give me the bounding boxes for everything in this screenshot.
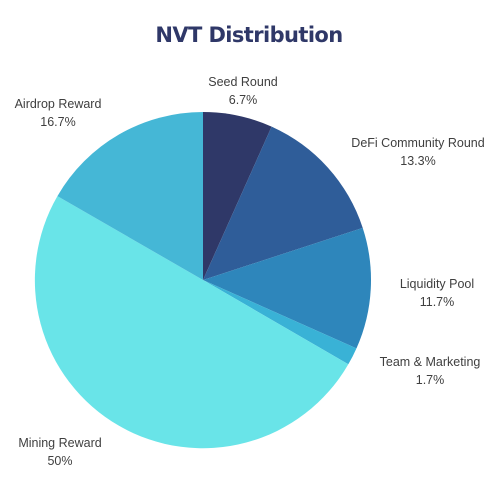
slice-label-mining-reward: Mining Reward	[18, 436, 101, 450]
pie-slices	[34, 112, 372, 449]
slice-percent-airdrop-reward: 16.7%	[40, 115, 75, 129]
pie-slice-airdrop-reward	[57, 112, 203, 280]
slice-labels: Seed Round 6.7% DeFi Community Round 13.3% L…	[15, 75, 485, 468]
slice-percent-seed-round: 6.7%	[229, 93, 258, 107]
pie-slice-defi-community-round	[203, 126, 363, 280]
slice-label-seed-round: Seed Round	[208, 75, 278, 89]
slice-percent-mining-reward: 50%	[47, 454, 72, 468]
slice-percent-team-and-marketing: 1.7%	[416, 373, 445, 387]
pie-slice-liquidity-pool	[203, 227, 372, 349]
pie-slice-team-and-marketing	[203, 280, 357, 365]
slice-percent-defi-community-round: 13.3%	[400, 154, 435, 168]
chart-title: NVT Distribution	[155, 23, 342, 47]
pie-slice-seed-round	[203, 112, 272, 280]
slice-percent-liquidity-pool: 11.7%	[420, 295, 455, 309]
slice-label-defi-community-round: DeFi Community Round	[351, 136, 484, 150]
slice-label-liquidity-pool: Liquidity Pool	[400, 277, 474, 291]
slice-label-airdrop-reward: Airdrop Reward	[15, 97, 102, 111]
slice-label-team-and-marketing: Team & Marketing	[380, 355, 481, 369]
pie-slice-mining-reward	[34, 196, 349, 449]
